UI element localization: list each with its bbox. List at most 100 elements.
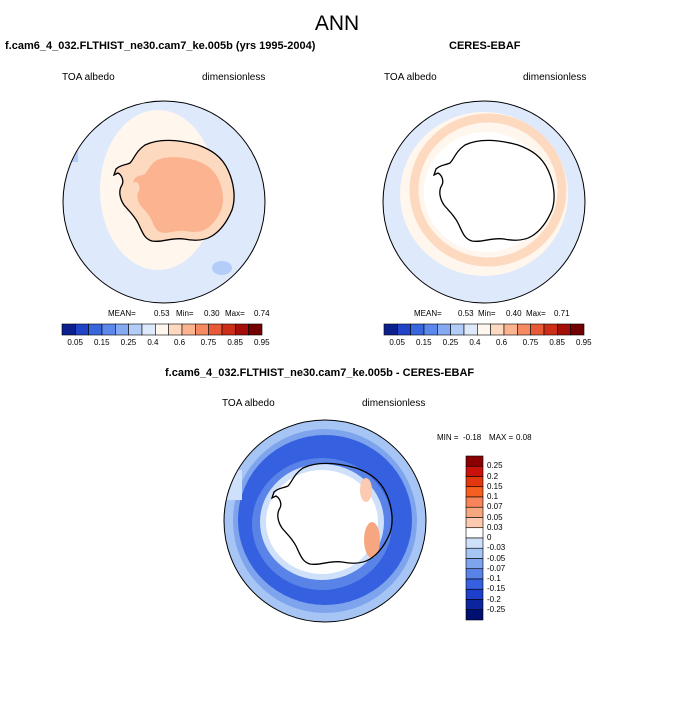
colorbar-3-tick-label: -0.07 [487,563,506,573]
colorbar-3-tick-label: -0.03 [487,543,506,553]
colorbar-2-box-7 [477,323,491,336]
colorbar-2-tick-label: 0.6 [496,338,508,347]
colorbar-2-tick-label: 0.15 [416,338,432,347]
colorbar-3-tick-label: 0.25 [487,461,503,471]
colorbar-3-tick-label: 0 [487,533,492,542]
colorbar-3-box-7 [465,527,484,539]
colorbar-2-box-11 [530,323,545,336]
colorbar-2-box-0 [383,323,398,336]
colorbar-2-box-8 [490,323,505,336]
colorbar-3-tick-label: -0.1 [487,574,501,583]
panel2-max-value: 0.71 [554,309,570,318]
colorbar-1-tick-label: 0.15 [94,338,110,347]
map-panel-2 [382,100,586,304]
colorbar-1-box-11 [208,323,223,336]
panel2-min-value: 0.40 [506,309,522,318]
colorbar-2-tick-label: 0.4 [469,338,481,347]
colorbar-3-tick-label: -0.2 [487,594,501,604]
colorbar-1-box-1 [75,323,89,336]
colorbar-3-tick-label: 0.05 [487,512,503,522]
panel3-max-label: MAX = [489,433,514,442]
panel1-title: f.cam6_4_032.FLTHIST_ne30.cam7_ke.005b (… [5,40,316,52]
colorbar-2-box-10 [517,323,531,336]
colorbar-1-tick-label: 0.85 [227,338,243,347]
panel2-units-label: dimensionless [523,72,587,83]
panel1-units-label: dimensionless [202,72,266,83]
colorbar-2-box-14 [570,323,585,336]
colorbar-1-box-13 [235,323,249,336]
colorbar-3-box-6 [465,517,484,529]
panel1-variable-label: TOA albedo [62,72,115,83]
colorbar-1-box-0 [61,323,76,336]
colorbar-3-tick-label: 0.07 [487,502,503,512]
main-title: ANN [314,12,360,35]
colorbar-1-box-12 [221,323,236,336]
colorbar-3-tick-label: -0.05 [487,553,506,563]
map-panel-1 [62,100,266,304]
colorbar-3-box-13 [465,588,484,600]
colorbar-2-box-12 [543,323,558,336]
colorbar-1-box-7 [155,323,169,336]
colorbar-panel-2 [383,323,585,336]
colorbar-1-box-4 [115,323,129,336]
colorbar-2-tick-label: 0.75 [522,338,539,347]
colorbar-1-tick-label: 0.05 [67,338,83,347]
colorbar-3-tick-label: -0.15 [487,584,506,594]
panel1-mean-value: 0.53 [154,309,170,318]
colorbar-3-tick-label: 0.1 [487,492,499,501]
colorbar-2-box-5 [450,323,465,336]
colorbar-2-tick-label: 0.05 [389,338,405,347]
colorbar-1-box-10 [195,323,209,336]
colorbar-1-tick-label: 0.4 [147,338,159,347]
colorbar-2-box-1 [397,323,411,336]
colorbar-3-box-4 [465,496,484,508]
colorbar-1-tick-label: 0.95 [254,338,270,347]
colorbar-2-box-3 [423,323,438,336]
colorbar-3-tick-label: -0.25 [487,604,506,614]
panel2-mean-value: 0.53 [458,309,474,318]
colorbar-3-box-9 [465,547,484,559]
panel3-title: f.cam6_4_032.FLTHIST_ne30.cam7_ke.005b -… [165,367,475,379]
colorbar-3-tick-label: 0.15 [487,481,503,491]
colorbar-1-tick-label: 0.25 [120,338,137,347]
panel2-max-label: Max= [526,309,546,318]
colorbar-1-box-6 [141,323,156,336]
colorbar-2-box-6 [463,323,478,336]
panel1-mean-label: MEAN= [108,309,136,318]
colorbar-1-box-5 [128,323,143,336]
colorbar-3-box-3 [465,486,484,498]
colorbar-1-tick-label: 0.6 [174,338,186,347]
colorbar-2-tick-label: 0.85 [549,338,565,347]
colorbar-2-box-13 [557,323,571,336]
colorbar-3-tick-label: 0.03 [487,522,503,532]
panel2-title: CERES-EBAF [449,40,521,52]
colorbar-2-tick-label: 0.95 [576,338,592,347]
colorbar-1-tick-label: 0.75 [200,338,217,347]
colorbar-3-tick-label: 0.2 [487,471,499,481]
colorbar-1-box-9 [181,323,196,336]
panel1-min-value: 0.30 [204,309,220,318]
colorbar-3-box-0 [465,455,484,467]
colorbar-1-box-3 [101,323,116,336]
panel3-min-value: -0.18 [463,433,482,442]
colorbar-2-box-4 [437,323,451,336]
map-panel-3 [223,419,427,623]
colorbar-3-box-10 [465,558,484,570]
colorbar-1-box-2 [88,323,103,336]
colorbar-3-box-12 [465,578,484,590]
colorbar-3-box-1 [465,465,484,477]
colorbar-3-box-14 [465,599,484,611]
panel3-variable-label: TOA albedo [222,398,275,409]
colorbar-3-box-8 [465,537,484,549]
panel1-max-value: 0.74 [254,309,270,318]
panel1-max-label: Max= [225,309,245,318]
colorbar-2-tick-label: 0.25 [442,338,459,347]
colorbar-3-box-5 [465,506,484,518]
panel2-mean-label: MEAN= [414,309,442,318]
colorbar-3-box-11 [465,568,484,580]
panel2-min-label: Min= [478,309,496,318]
colorbar-3-box-2 [465,476,484,488]
colorbar-panel-1 [61,323,263,336]
colorbar-panel-3 [465,455,484,621]
